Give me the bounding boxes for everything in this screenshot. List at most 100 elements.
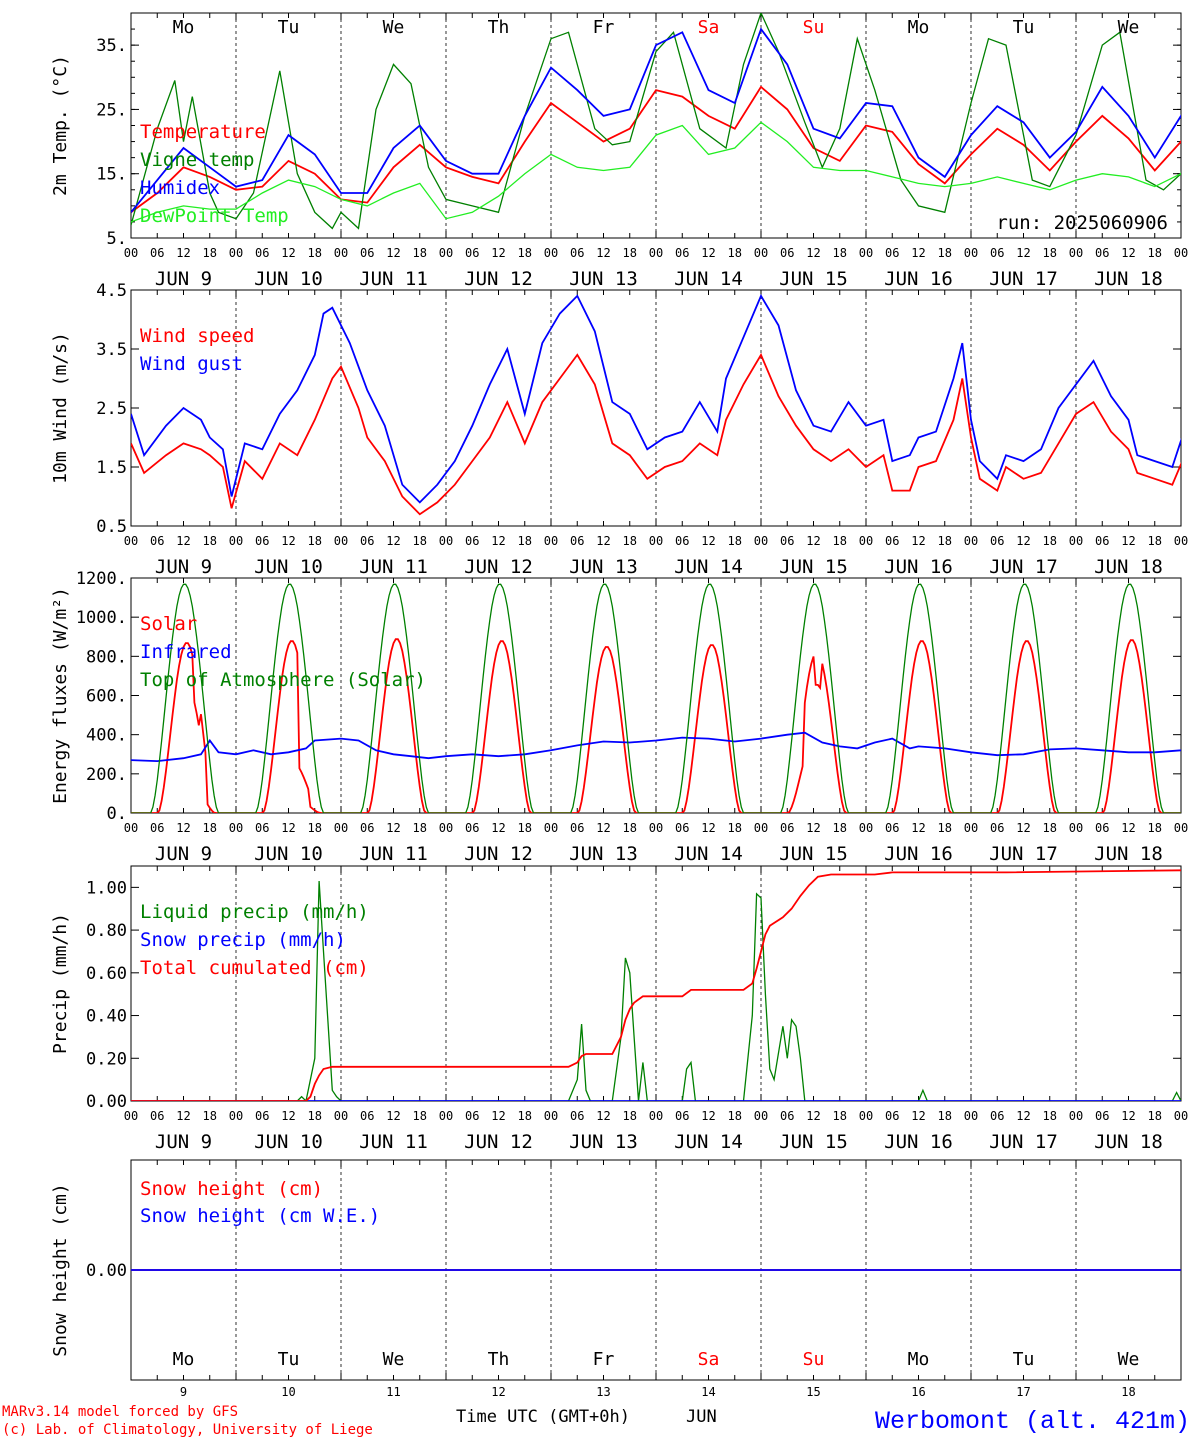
x-tick-label: 18 xyxy=(518,821,532,835)
y-axis-label: Precip (mm/h) xyxy=(50,913,71,1054)
x-tick-label: 06 xyxy=(570,534,584,548)
y-tick-label: 4.5 xyxy=(96,281,127,301)
y-axis-label: 10m Wind (m/s) xyxy=(50,332,71,484)
date-label: JUN 11 xyxy=(359,1131,428,1153)
x-tick-label: 12 xyxy=(1121,1109,1135,1123)
date-label: JUN 13 xyxy=(569,1131,638,1153)
x-tick-label: 18 xyxy=(833,821,847,835)
x-tick-label: 12 xyxy=(1121,246,1135,260)
y-axis-label: 2m Temp. (°C) xyxy=(50,55,71,196)
day-number: 15 xyxy=(806,1385,820,1399)
y-tick-label: 0. xyxy=(107,804,127,824)
x-tick-label: 18 xyxy=(833,534,847,548)
x-tick-label: 06 xyxy=(465,534,479,548)
x-tick-label: 18 xyxy=(518,246,532,260)
x-tick-label: 06 xyxy=(675,821,689,835)
x-tick-label: 06 xyxy=(885,246,899,260)
x-tick-label: 00 xyxy=(124,246,138,260)
x-tick-label: 00 xyxy=(859,534,873,548)
x-tick-label: 12 xyxy=(281,246,295,260)
x-tick-label: 18 xyxy=(623,821,637,835)
series-energy-0 xyxy=(131,638,1181,813)
panel-wind: 00 06 12 18 00 06 12 18 00 06 12 18 00 06 12 18 00 06 12 18… xyxy=(50,281,1188,578)
legend-entry: Infrared xyxy=(140,641,232,663)
x-tick-label: 12 xyxy=(386,534,400,548)
x-tick-label: 06 xyxy=(675,534,689,548)
day-number: 9 xyxy=(180,1385,187,1399)
y-tick-label: 1.00 xyxy=(86,878,127,898)
x-tick-label: 06 xyxy=(1095,246,1109,260)
x-tick-label: 00 xyxy=(649,534,663,548)
credit-line-2: (c) Lab. of Climatology, University of L… xyxy=(2,1422,373,1438)
date-label: JUN 11 xyxy=(359,843,428,865)
x-tick-label: 06 xyxy=(255,246,269,260)
day-of-week: Mo xyxy=(173,1349,195,1370)
x-tick-label: 18 xyxy=(518,1109,532,1123)
day-of-week: Fr xyxy=(593,1349,615,1370)
y-tick-label: 0.5 xyxy=(96,517,127,537)
x-tick-label: 12 xyxy=(701,246,715,260)
x-tick-label: 06 xyxy=(675,1109,689,1123)
legend-entry: Temperature xyxy=(140,121,266,143)
date-label: JUN 11 xyxy=(359,556,428,578)
date-label: JUN 17 xyxy=(989,556,1058,578)
x-tick-label: 18 xyxy=(413,821,427,835)
x-tick-label: 00 xyxy=(1069,1109,1083,1123)
panel-temp: 00 06 12 18 00 06 12 18 00 06 12 18 00 06 12 18 00 06 12 18… xyxy=(50,12,1188,290)
y-tick-label: 1.5 xyxy=(96,458,127,478)
x-tick-label: 18 xyxy=(1148,534,1162,548)
x-tick-label: 00 xyxy=(229,821,243,835)
x-tick-label: 06 xyxy=(150,246,164,260)
x-tick-label: 00 xyxy=(754,534,768,548)
series-temp-3 xyxy=(131,121,1181,223)
day-of-week: We xyxy=(383,1349,405,1370)
day-of-week: Mo xyxy=(173,17,195,38)
x-tick-label: 12 xyxy=(806,1109,820,1123)
x-tick-label: 00 xyxy=(649,246,663,260)
x-tick-label: 06 xyxy=(885,534,899,548)
x-tick-label: 12 xyxy=(806,821,820,835)
day-number: 14 xyxy=(701,1385,715,1399)
x-tick-label: 06 xyxy=(465,246,479,260)
date-label: JUN 15 xyxy=(779,268,848,290)
legend-entry: Snow height (cm W.E.) xyxy=(140,1205,380,1227)
date-label: JUN 9 xyxy=(155,268,212,290)
legend-entry: Snow precip (mm/h) xyxy=(140,929,346,951)
x-tick-label: 18 xyxy=(623,246,637,260)
x-tick-label: 00 xyxy=(544,246,558,260)
x-tick-label: 18 xyxy=(413,534,427,548)
x-tick-label: 06 xyxy=(780,1109,794,1123)
date-label: JUN 10 xyxy=(254,268,323,290)
x-tick-label: 18 xyxy=(203,534,217,548)
x-tick-label: 00 xyxy=(124,821,138,835)
date-label: JUN 16 xyxy=(884,556,953,578)
day-number: 18 xyxy=(1121,1385,1135,1399)
y-tick-label: 0.00 xyxy=(86,1261,127,1281)
x-tick-label: 12 xyxy=(806,534,820,548)
series-wind-1 xyxy=(131,293,1181,504)
x-axis-month: JUN xyxy=(686,1407,717,1427)
series-group xyxy=(131,293,1181,516)
date-label: JUN 12 xyxy=(464,843,533,865)
y-tick-label: 0.00 xyxy=(86,1092,127,1112)
day-number: 17 xyxy=(1016,1385,1030,1399)
legend-entry: Top of Atmosphere (Solar) xyxy=(140,669,426,691)
date-label: JUN 12 xyxy=(464,556,533,578)
x-tick-label: 12 xyxy=(596,821,610,835)
x-tick-label: 12 xyxy=(176,246,190,260)
x-tick-label: 00 xyxy=(964,534,978,548)
x-tick-label: 18 xyxy=(833,246,847,260)
legend-entry: Humidex xyxy=(140,177,220,199)
x-tick-label: 18 xyxy=(938,534,952,548)
x-tick-label: 12 xyxy=(1121,821,1135,835)
x-tick-label: 06 xyxy=(1095,821,1109,835)
date-label: JUN 9 xyxy=(155,556,212,578)
x-tick-label: 06 xyxy=(990,821,1004,835)
x-tick-label: 00 xyxy=(544,534,558,548)
y-tick-label: 400. xyxy=(86,726,127,746)
day-of-week: We xyxy=(1118,1349,1140,1370)
date-label: JUN 9 xyxy=(155,843,212,865)
series-temp-0 xyxy=(131,85,1181,214)
x-tick-label: 00 xyxy=(439,1109,453,1123)
